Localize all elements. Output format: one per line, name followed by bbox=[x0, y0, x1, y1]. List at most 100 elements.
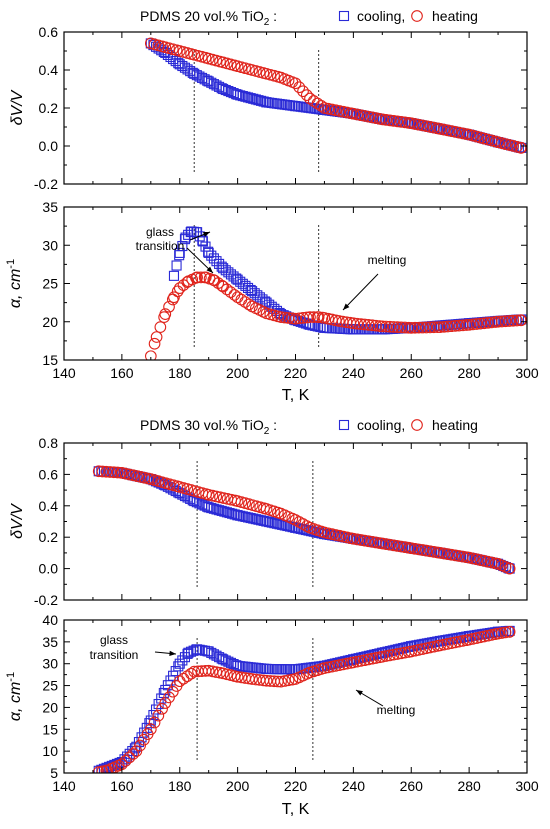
point-heating bbox=[318, 312, 331, 324]
point-heating bbox=[358, 654, 371, 667]
point-heating bbox=[206, 489, 219, 502]
point-heating bbox=[474, 631, 487, 644]
point-heating bbox=[224, 58, 237, 71]
point-heating bbox=[387, 539, 400, 552]
x-tick-label: 180 bbox=[168, 365, 192, 381]
x-tick-label: 300 bbox=[515, 778, 539, 794]
point-heating bbox=[463, 318, 475, 331]
point-cooling bbox=[235, 510, 246, 521]
point-heating bbox=[224, 669, 237, 681]
legend-title-sub: 2 bbox=[264, 426, 270, 437]
point-cooling bbox=[245, 512, 256, 524]
point-cooling bbox=[256, 95, 267, 106]
point-heating bbox=[362, 653, 375, 666]
point-heating bbox=[441, 548, 454, 560]
point-heating bbox=[268, 69, 280, 82]
x-tick-label: 200 bbox=[226, 365, 250, 381]
annotation-transition: transition bbox=[90, 648, 139, 662]
y-tick-label: 35 bbox=[42, 634, 58, 650]
point-heating bbox=[250, 65, 262, 77]
point-cooling bbox=[180, 232, 191, 243]
y-tick-label: 20 bbox=[42, 699, 58, 715]
point-heating bbox=[405, 542, 418, 555]
point-heating bbox=[383, 114, 396, 127]
point-heating bbox=[293, 81, 306, 94]
point-heating bbox=[289, 312, 302, 325]
point-heating bbox=[206, 53, 219, 66]
point-heating bbox=[445, 320, 458, 333]
point-heating bbox=[192, 486, 205, 498]
x-tick-label: 160 bbox=[110, 778, 134, 794]
y-tick-label: 30 bbox=[42, 237, 58, 253]
series-heating bbox=[92, 625, 516, 773]
point-cooling bbox=[232, 510, 243, 521]
point-heating bbox=[250, 500, 263, 513]
point-cooling bbox=[240, 511, 251, 522]
chart-1: PDMS 20 vol.% TiO2 : cooling, heating -0.2 0… bbox=[5, 8, 539, 404]
point-cooling bbox=[208, 503, 219, 514]
point-cooling bbox=[274, 519, 285, 530]
data-points bbox=[92, 625, 516, 773]
point-heating bbox=[351, 655, 363, 668]
point-heating bbox=[492, 315, 504, 328]
point-cooling bbox=[185, 227, 196, 238]
point-heating bbox=[297, 85, 309, 98]
y-tick-label: -0.2 bbox=[34, 176, 58, 192]
point-heating bbox=[111, 466, 124, 479]
legend: PDMS 30 vol.% TiO2 : cooling, heating bbox=[140, 417, 478, 437]
point-cooling bbox=[177, 60, 188, 72]
point-heating bbox=[445, 637, 458, 649]
point-heating bbox=[177, 46, 190, 58]
point-heating bbox=[196, 487, 209, 499]
point-heating bbox=[438, 547, 450, 560]
point-cooling bbox=[203, 246, 214, 257]
point-heating bbox=[318, 102, 331, 114]
point-heating bbox=[185, 667, 197, 680]
point-heating bbox=[347, 532, 360, 545]
point-heating bbox=[214, 491, 226, 504]
point-heating bbox=[221, 57, 233, 70]
y-tick-label: 5 bbox=[50, 765, 58, 781]
point-heating bbox=[438, 320, 450, 333]
point-heating bbox=[449, 636, 462, 649]
x-tick-label: 260 bbox=[400, 778, 424, 794]
point-cooling bbox=[237, 511, 248, 522]
point-heating bbox=[347, 107, 360, 120]
point-heating bbox=[188, 665, 201, 678]
point-heating bbox=[376, 320, 389, 333]
point-heating bbox=[449, 126, 462, 138]
point-heating bbox=[210, 54, 223, 67]
x-tick-label: 280 bbox=[457, 778, 481, 794]
y-tick-label: 0.2 bbox=[39, 100, 59, 116]
y-axis-label-sup: -1 bbox=[5, 259, 17, 269]
point-cooling bbox=[258, 515, 269, 526]
point-heating bbox=[154, 321, 167, 333]
point-heating bbox=[362, 110, 375, 123]
point-cooling bbox=[174, 59, 185, 70]
annotation-arrowhead bbox=[343, 303, 350, 310]
point-heating bbox=[322, 312, 335, 325]
point-heating bbox=[202, 664, 215, 677]
point-heating bbox=[434, 123, 447, 135]
point-heating bbox=[351, 317, 363, 330]
point-cooling bbox=[208, 253, 219, 264]
point-cooling bbox=[242, 512, 254, 523]
point-cooling bbox=[269, 518, 280, 529]
point-heating bbox=[159, 697, 172, 709]
point-heating bbox=[478, 317, 491, 330]
point-cooling bbox=[200, 241, 211, 252]
point-heating bbox=[376, 113, 389, 126]
point-heating bbox=[470, 553, 483, 566]
y-tick-label: 10 bbox=[42, 743, 58, 759]
point-heating bbox=[358, 110, 371, 122]
point-cooling bbox=[218, 83, 229, 95]
point-heating bbox=[380, 320, 392, 333]
point-cooling bbox=[171, 260, 182, 271]
point-heating bbox=[355, 534, 367, 546]
point-heating bbox=[495, 315, 508, 328]
point-heating bbox=[243, 498, 255, 511]
